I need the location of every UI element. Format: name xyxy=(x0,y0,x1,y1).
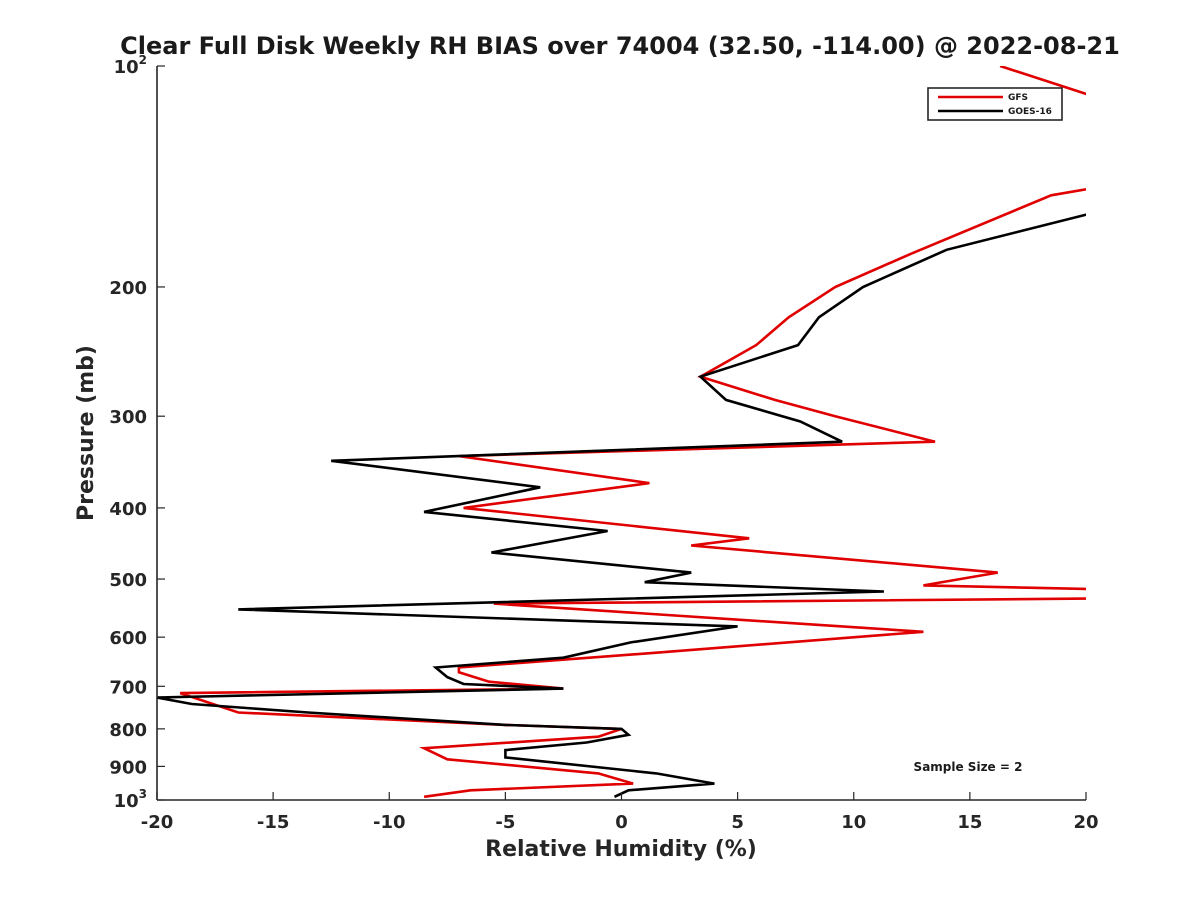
y-tick-label: 300 xyxy=(109,407,147,428)
tick-layer: -20 -15 -10 -5 0 5 10 15 20 102 200 300 400 500 600 700… xyxy=(109,53,1098,833)
y-tick-label: 700 xyxy=(109,677,147,698)
y-tick-label: 400 xyxy=(109,499,147,520)
x-tick-label: 0 xyxy=(615,812,628,833)
x-tick-label: 5 xyxy=(731,812,744,833)
series-line-goes16 xyxy=(157,213,1086,798)
x-tick-label: -15 xyxy=(257,812,290,833)
x-tick-label: 10 xyxy=(841,812,866,833)
x-tick-label: 20 xyxy=(1073,812,1098,833)
legend-label-gfs: GFS xyxy=(1008,93,1028,103)
series-line-gfs xyxy=(179,66,1086,799)
y-tick-label: 102 xyxy=(114,53,147,78)
legend: GFS GOES-16 xyxy=(927,87,1063,121)
sample-size-annotation: Sample Size = 2 xyxy=(914,760,1023,774)
x-tick-label: -20 xyxy=(141,812,174,833)
y-axis-label: Pressure (mb) xyxy=(74,345,99,521)
y-tick-label: 600 xyxy=(109,628,147,649)
x-tick-label: -10 xyxy=(373,812,406,833)
legend-label-goes16: GOES-16 xyxy=(1008,107,1052,117)
y-tick-label: 900 xyxy=(109,757,147,778)
y-tick-label: 200 xyxy=(109,278,147,299)
y-tick-label: 103 xyxy=(114,787,147,812)
legend-box xyxy=(927,87,1063,121)
series-layer xyxy=(157,66,1086,799)
x-tick-label: 15 xyxy=(957,812,982,833)
chart-title: Clear Full Disk Weekly RH BIAS over 7400… xyxy=(120,32,1120,60)
x-axis-label: Relative Humidity (%) xyxy=(485,837,757,862)
y-tick-label: 500 xyxy=(109,570,147,591)
y-tick-label: 800 xyxy=(109,720,147,741)
x-tick-label: -5 xyxy=(495,812,515,833)
